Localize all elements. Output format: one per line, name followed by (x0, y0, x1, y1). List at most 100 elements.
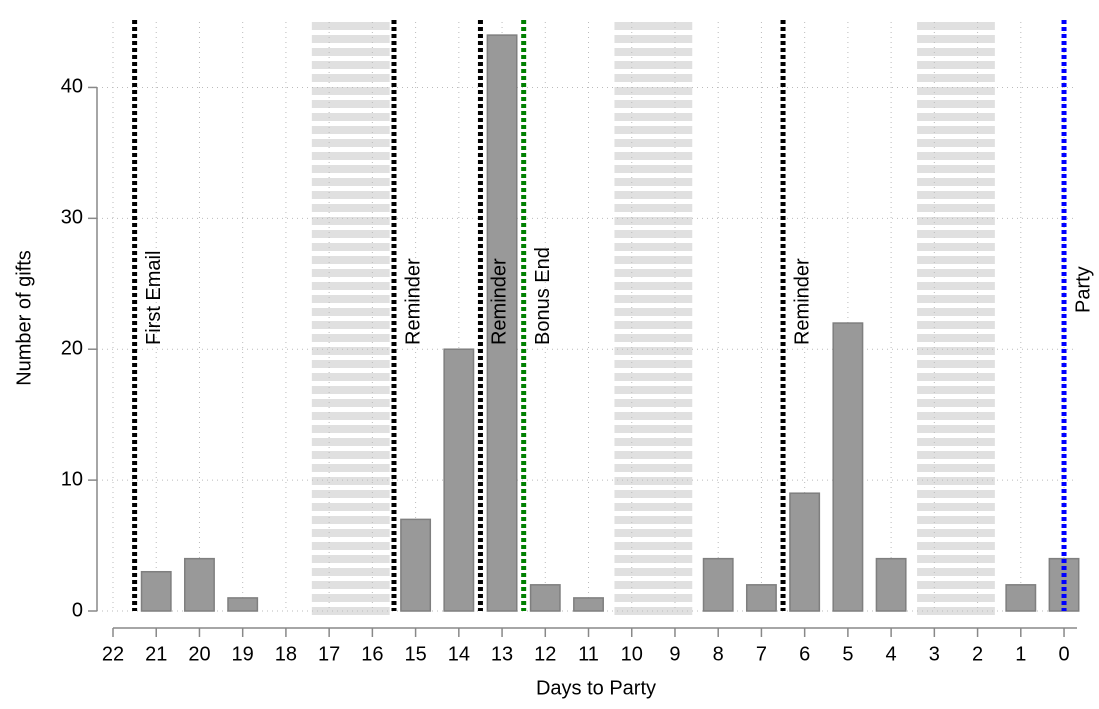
weekend-stripe (614, 230, 693, 238)
x-tick-label: 4 (886, 643, 897, 665)
y-axis-title: Number of gifts (13, 250, 35, 386)
weekend-stripe (614, 386, 693, 394)
weekend-stripe (614, 464, 693, 472)
weekend-stripe (917, 568, 995, 576)
weekend-stripe (917, 269, 995, 277)
weekend-span (311, 22, 390, 615)
weekend-stripe (311, 516, 390, 524)
x-tick-label: 22 (102, 643, 124, 665)
weekend-stripe (614, 48, 693, 56)
weekend-stripe (917, 438, 995, 446)
weekend-stripe (614, 295, 693, 303)
bar (184, 557, 215, 612)
weekend-stripe (311, 87, 390, 95)
weekend-stripe (917, 282, 995, 290)
weekend-stripe (917, 321, 995, 329)
x-tick-label: 7 (756, 643, 767, 665)
weekend-stripe (311, 152, 390, 160)
weekend-stripe (311, 100, 390, 108)
weekend-stripe (917, 425, 995, 433)
weekend-stripe (614, 191, 693, 199)
weekend-stripe (614, 360, 693, 368)
weekend-stripe (311, 165, 390, 173)
weekend-stripe (917, 243, 995, 251)
weekend-stripe (614, 152, 693, 160)
weekend-stripe (311, 438, 390, 446)
x-tick-label: 16 (361, 643, 383, 665)
bar (745, 584, 777, 612)
weekend-stripe (917, 113, 995, 121)
bar (140, 570, 172, 612)
y-tick-label: 30 (61, 207, 83, 229)
x-tick-label: 17 (318, 643, 340, 665)
weekend-stripe (311, 269, 390, 277)
x-axis-title: Days to Party (536, 677, 656, 699)
weekend-stripe (614, 399, 693, 407)
weekend-stripe (614, 321, 693, 329)
weekend-stripe (614, 503, 693, 511)
weekend-stripe (614, 555, 693, 563)
weekend-stripe (917, 217, 995, 225)
weekend-stripe (917, 204, 995, 212)
y-tick-label: 20 (61, 338, 83, 360)
weekend-stripe (614, 269, 693, 277)
weekend-stripe (614, 425, 693, 433)
weekend-stripe (917, 594, 995, 602)
x-tick-label: 14 (448, 643, 470, 665)
weekend-stripe (614, 74, 693, 82)
weekend-stripe (311, 139, 390, 147)
x-tick-label: 0 (1058, 643, 1069, 665)
y-tick-label: 0 (72, 599, 83, 621)
bar (573, 597, 604, 612)
weekend-stripe (311, 334, 390, 342)
weekend-stripe (917, 555, 995, 563)
weekend-stripe (311, 555, 390, 563)
weekend-stripe (311, 373, 390, 381)
weekend-stripe (614, 412, 693, 420)
weekend-stripe (917, 74, 995, 82)
weekend-stripe (311, 256, 390, 264)
x-tick-label: 13 (491, 643, 513, 665)
weekend-stripe (311, 503, 390, 511)
event-label: Reminder (489, 258, 511, 345)
weekend-stripe (614, 165, 693, 173)
y-tick-label: 10 (61, 468, 83, 490)
event-label: Party (1072, 266, 1094, 313)
weekend-stripe (311, 399, 390, 407)
weekend-stripe (311, 74, 390, 82)
weekend-stripe (917, 22, 995, 30)
x-tick-label: 20 (188, 643, 210, 665)
weekend-stripe (311, 412, 390, 420)
weekend-stripe (917, 152, 995, 160)
x-tick-label: 18 (275, 643, 297, 665)
weekend-stripe (311, 529, 390, 537)
weekend-stripe (311, 360, 390, 368)
weekend-stripe (614, 607, 693, 615)
weekend-stripe (614, 451, 693, 459)
weekend-stripe (917, 503, 995, 511)
weekend-stripe (917, 334, 995, 342)
weekend-stripe (311, 386, 390, 394)
weekend-stripe (311, 113, 390, 121)
weekend-stripe (614, 22, 693, 30)
weekend-stripe (311, 217, 390, 225)
weekend-stripe (917, 178, 995, 186)
x-tick-label: 6 (799, 643, 810, 665)
weekend-stripe (614, 87, 693, 95)
weekend-stripe (917, 490, 995, 498)
weekend-stripe (917, 516, 995, 524)
bar (529, 584, 561, 612)
event-label: Bonus End (532, 247, 554, 345)
weekend-stripe (917, 126, 995, 134)
weekend-stripe (311, 594, 390, 602)
weekend-stripe (614, 256, 693, 264)
weekend-stripe (614, 35, 693, 43)
weekend-stripe (917, 139, 995, 147)
weekend-stripe (311, 347, 390, 355)
weekend-stripe (614, 529, 693, 537)
weekend-stripe (311, 61, 390, 69)
weekend-stripe (311, 295, 390, 303)
event-label: Reminder (791, 258, 813, 345)
weekend-stripe (311, 126, 390, 134)
